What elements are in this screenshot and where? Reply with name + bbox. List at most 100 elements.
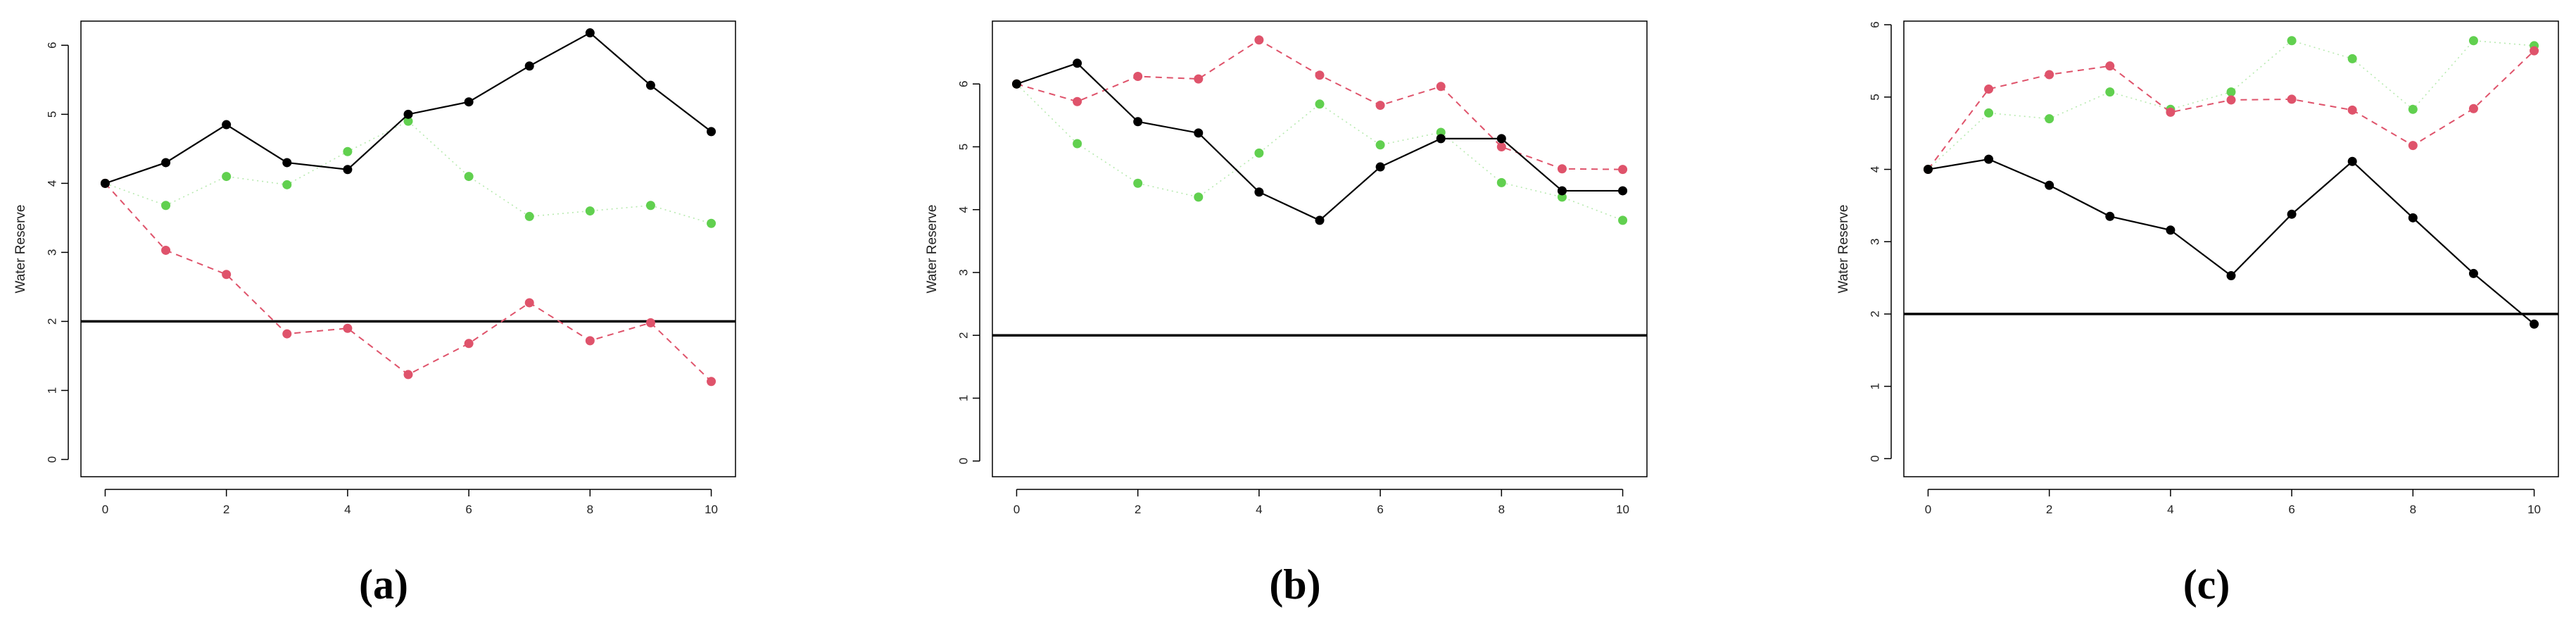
- data-point-black: [1315, 215, 1325, 225]
- y-tick-label: 4: [45, 180, 58, 187]
- x-tick-label: 0: [102, 503, 108, 516]
- data-point-black: [2408, 213, 2418, 223]
- data-point-black: [1375, 162, 1385, 172]
- y-tick-label: 4: [1868, 166, 1881, 173]
- data-point-red: [1984, 84, 1994, 94]
- data-point-black: [464, 97, 474, 107]
- data-point-red: [2105, 61, 2115, 71]
- plot-frame: [992, 20, 1648, 477]
- x-tick-label: 10: [2527, 503, 2541, 516]
- data-point-green: [585, 206, 595, 216]
- data-point-black: [2530, 319, 2539, 329]
- data-point-black: [403, 109, 413, 119]
- data-point-green: [707, 218, 716, 228]
- chart-panel-c: 0 2 4 6 8 10 0 1 2 3 4 5 6 Water Reserve (c): [1836, 20, 2559, 608]
- data-point-black: [2166, 225, 2176, 235]
- panel-caption: (b): [1269, 561, 1320, 608]
- data-point-red: [2045, 70, 2054, 80]
- plot-frame: [80, 20, 736, 477]
- data-point-red: [1557, 164, 1567, 174]
- data-point-black: [707, 127, 716, 137]
- data-point-red: [2287, 94, 2297, 104]
- data-point-red: [2408, 141, 2418, 151]
- data-point-red: [282, 329, 292, 339]
- y-tick-label: 0: [956, 458, 970, 464]
- data-point-black: [2287, 209, 2297, 219]
- x-tick-label: 8: [1498, 503, 1505, 516]
- y-axis-label: Water Reserve: [1836, 205, 1851, 294]
- data-point-red: [585, 336, 595, 346]
- data-point-red: [2166, 107, 2176, 117]
- y-tick-label: 1: [1868, 383, 1881, 389]
- y-axis-label: Water Reserve: [13, 205, 28, 294]
- data-point-red: [524, 298, 534, 308]
- data-point-black: [1557, 186, 1567, 196]
- x-tick-label: 10: [1616, 503, 1629, 516]
- panel-caption: (a): [359, 561, 408, 608]
- data-point-black: [222, 120, 232, 130]
- data-point-black: [1133, 117, 1143, 127]
- series-line-red: [104, 182, 712, 382]
- x-tick-label: 0: [1925, 503, 1931, 516]
- y-tick-label: 6: [1868, 21, 1881, 27]
- data-point-red: [222, 270, 232, 280]
- y-tick-label: 3: [956, 269, 970, 275]
- y-axis-label: Water Reserve: [925, 205, 940, 294]
- series-line-black: [1016, 62, 1623, 222]
- data-point-green: [282, 180, 292, 189]
- x-tick-label: 6: [465, 503, 472, 516]
- data-point-green: [161, 201, 171, 211]
- data-point-black: [1436, 134, 1446, 144]
- data-point-red: [464, 339, 474, 349]
- data-point-green: [2468, 36, 2478, 46]
- data-point-green: [1436, 127, 1446, 137]
- plot-frame: [1903, 20, 2559, 477]
- data-point-black: [1618, 186, 1628, 196]
- x-tick-label: 8: [587, 503, 593, 516]
- series-line-black: [105, 32, 712, 184]
- data-point-black: [282, 158, 292, 168]
- y-tick-label: 3: [1868, 238, 1881, 244]
- data-point-green: [1618, 215, 1628, 225]
- series-line-black: [1928, 158, 2535, 325]
- series-line-red: [1927, 50, 2535, 170]
- x-tick-label: 0: [1014, 503, 1020, 516]
- data-point-green: [2226, 87, 2236, 97]
- data-point-red: [2347, 105, 2357, 115]
- x-tick-label: 4: [1256, 503, 1262, 516]
- y-tick-label: 2: [45, 318, 58, 325]
- data-point-black: [1496, 134, 1506, 144]
- data-point-red: [161, 245, 171, 255]
- data-point-red: [1133, 72, 1143, 82]
- data-point-green: [403, 116, 413, 126]
- data-point-red: [2468, 104, 2478, 113]
- chart-panel-b: 0 2 4 6 8 10 0 1 2 3 4 5 6 Water Reserve (b): [925, 20, 1648, 608]
- data-point-red: [707, 377, 716, 387]
- data-point-red: [1618, 165, 1628, 175]
- panel-caption: (c): [2183, 561, 2230, 608]
- x-tick-label: 8: [2410, 503, 2416, 516]
- data-point-black: [1984, 154, 1994, 164]
- data-point-red: [1194, 74, 1204, 84]
- y-tick-label: 0: [1868, 456, 1881, 462]
- data-point-red: [2226, 95, 2236, 105]
- y-tick-label: 3: [45, 249, 58, 256]
- data-point-green: [645, 201, 655, 211]
- y-tick-label: 6: [956, 81, 970, 87]
- x-tick-label: 2: [223, 503, 229, 516]
- x-tick-label: 2: [1135, 503, 1141, 516]
- data-point-green: [1984, 108, 1994, 118]
- data-point-green: [1496, 177, 1506, 187]
- data-point-black: [2347, 156, 2357, 166]
- data-point-green: [1254, 148, 1264, 158]
- y-tick-label: 1: [956, 395, 970, 401]
- y-tick-label: 5: [1868, 94, 1881, 100]
- data-point-green: [2287, 36, 2297, 46]
- data-point-black: [161, 158, 171, 168]
- data-point-red: [1375, 101, 1385, 111]
- y-tick-label: 6: [45, 42, 58, 49]
- x-tick-label: 4: [2167, 503, 2173, 516]
- y-tick-label: 4: [956, 206, 970, 213]
- data-point-red: [343, 323, 353, 333]
- data-point-black: [524, 61, 534, 71]
